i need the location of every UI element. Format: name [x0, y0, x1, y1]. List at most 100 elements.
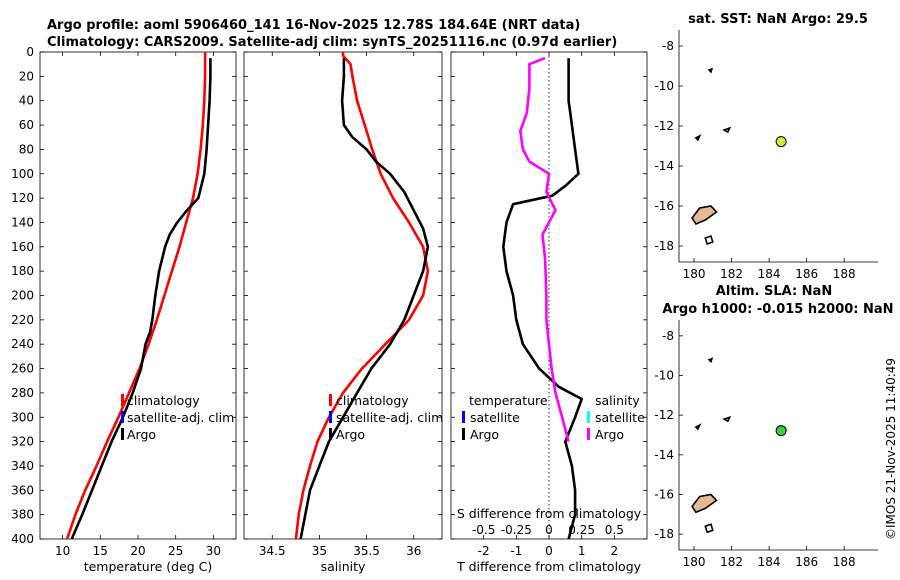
island-outline: [704, 234, 714, 246]
legend-label-satellite: satellite: [470, 410, 520, 425]
salinity-legend: climatology satellite-adj. clim Argo: [329, 393, 443, 442]
map-x-tick-label: 184: [758, 555, 781, 569]
x-tick-label: 34.5: [259, 544, 286, 558]
legend-label-satellite-s: satellite: [595, 410, 645, 425]
y-tick-label: 380: [11, 508, 34, 522]
y-tick-label: 340: [11, 459, 34, 473]
x-tick-label: 35: [312, 544, 327, 558]
series-line-climatology: [65, 52, 207, 540]
s-tick-label: -0.25: [501, 523, 532, 537]
map-y-tick-label: -16: [654, 487, 674, 501]
island-outline: [694, 134, 702, 142]
island-outline: [691, 205, 718, 226]
map-y-tick-label: -14: [654, 448, 674, 462]
y-tick-label: 160: [11, 240, 34, 254]
legend-label-argo: Argo: [127, 427, 156, 442]
y-tick-label: 320: [11, 435, 34, 449]
s-tick-label: 0: [545, 523, 553, 537]
x-tick-label: 35.5: [353, 544, 380, 558]
salinity-x-axis: 34.5 35 35.5 36: [259, 52, 421, 558]
header-title-line2: Climatology: CARS2009. Satellite-adj cli…: [47, 35, 617, 50]
y-tick-label: 120: [11, 191, 34, 205]
sla-map-panel: Altim. SLA: NaN Argo h1000: -0.015 h2000…: [654, 284, 893, 569]
series-line-t-difference-argo-: [501, 58, 584, 540]
legend-swatch-satellite: [329, 411, 332, 423]
sla-map-title-1: Altim. SLA: NaN: [716, 284, 832, 299]
x-tick-label: -1: [510, 544, 522, 558]
x-tick-label: 15: [93, 544, 108, 558]
salinity-xlabel: salinity: [321, 559, 366, 574]
temperature-axes: [39, 51, 237, 540]
legend-label-argo: Argo: [336, 427, 365, 442]
y-tick-label: 20: [19, 69, 34, 83]
temperature-series: [65, 52, 212, 540]
island-outline: [722, 415, 732, 423]
y-tick-label: 260: [11, 362, 34, 376]
x-tick-label: 30: [206, 544, 221, 558]
t-difference-xlabel: T difference from climatology: [456, 559, 642, 574]
island-outline: [722, 126, 732, 134]
map-x-tick-label: 180: [683, 267, 706, 281]
y-tick-label: 100: [11, 167, 34, 181]
legend-swatch-satellite: [121, 411, 124, 423]
legend-title-temperature: temperature: [469, 393, 548, 408]
map-y-tick-label: -12: [654, 119, 674, 133]
x-tick-label: 25: [168, 544, 183, 558]
legend-swatch-satellite: [462, 411, 465, 423]
y-tick-label: 60: [19, 118, 34, 132]
map-y-tick-label: -10: [654, 369, 674, 383]
map-y-tick-label: -18: [654, 239, 674, 253]
x-tick-label: -2: [478, 544, 490, 558]
y-tick-label: 220: [11, 313, 34, 327]
map-y-tick-label: -14: [654, 159, 674, 173]
map-x-tick-label: 182: [720, 555, 743, 569]
s-tick-label: 0.5: [605, 523, 624, 537]
sla-map-ticks: 180 182 184 186 188 -8 -10 -12 -14 -16 -18: [654, 329, 855, 569]
temperature-panel: 0 20 40 60 80 100 120 140 160 180 200 220 240 260 280 3…: [11, 45, 237, 574]
island-outline: [707, 357, 714, 364]
y-tick-label: 360: [11, 483, 34, 497]
salinity-diff-legend: salinity satellite Argo: [587, 393, 645, 442]
series-line-s-difference-argo-: [518, 56, 570, 442]
island-outline: [691, 493, 718, 514]
island-outline: [704, 523, 714, 534]
y-tick-label: 240: [11, 337, 34, 351]
legend-swatch-argo: [462, 428, 465, 440]
map-y-tick-label: -18: [654, 527, 674, 541]
difference-depth-ticks: [451, 51, 647, 540]
map-x-tick-label: 182: [720, 267, 743, 281]
legend-swatch-argo: [329, 428, 332, 440]
y-tick-label: 300: [11, 410, 34, 424]
y-tick-label: 400: [11, 532, 34, 546]
island-outline: [707, 67, 714, 74]
map-x-tick-label: 186: [795, 267, 818, 281]
depth-axis: 0 20 40 60 80 100 120 140 160 180 200 220 240 260 280 3…: [11, 45, 236, 546]
y-tick-label: 0: [26, 45, 34, 59]
map-y-tick-label: -8: [662, 39, 674, 53]
header-title-line1: Argo profile: aoml 5906460_141 16-Nov-20…: [47, 18, 580, 33]
land-outline: [691, 67, 732, 246]
legend-swatch-climatology: [121, 394, 124, 406]
temperature-x-axis: 10 15 20 25 30: [55, 52, 221, 558]
map-x-tick-label: 188: [833, 267, 856, 281]
argo-float-marker: [775, 425, 787, 437]
x-tick-label: 10: [55, 544, 70, 558]
x-tick-label: 0: [545, 544, 553, 558]
salinity-difference-axis: -0.5 -0.25 0 0.25 0.5: [472, 523, 624, 537]
argo-float-marker: [775, 136, 787, 148]
s-tick-label: 0.25: [568, 523, 595, 537]
y-tick-label: 180: [11, 264, 34, 278]
salinity-depth-ticks: [244, 51, 442, 540]
y-tick-label: 80: [19, 142, 34, 156]
y-tick-label: 280: [11, 386, 34, 400]
salinity-series: [294, 52, 430, 540]
difference-panel: -2 -1 0 1 2 -0.5 -0.25 0 0.25 0.5 T difference f…: [450, 51, 648, 574]
sst-map-ticks: 180 182 184 186 188 -8 -10 -12 -14 -16 -18: [654, 39, 855, 281]
series-line-argo: [299, 58, 430, 540]
imos-timestamp: ©IMOS 21-Nov-2025 11:40:49: [884, 358, 898, 540]
difference-x-axis: -2 -1 0 1 2: [478, 52, 618, 558]
map-x-tick-label: 180: [683, 555, 706, 569]
island-outline: [694, 423, 702, 431]
y-tick-label: 200: [11, 289, 34, 303]
